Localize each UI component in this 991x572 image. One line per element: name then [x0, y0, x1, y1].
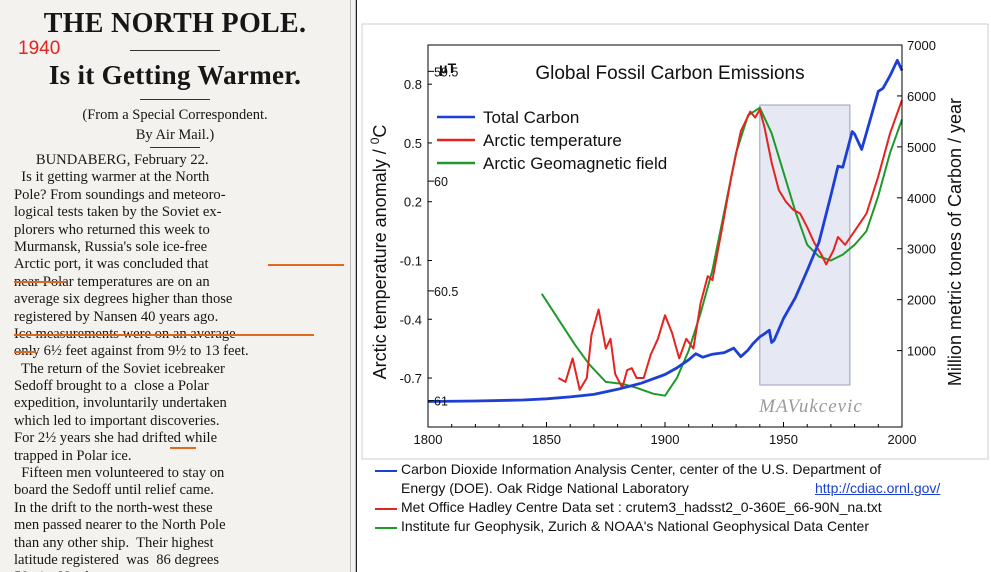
shaded-period: [759, 104, 851, 386]
article-line: Arctic port, it was concluded that: [14, 256, 209, 273]
article-text: BUNDABERG, February 22. Is it getting wa…: [14, 152, 344, 572]
right-tick-label: 6000: [907, 89, 936, 104]
right-tick-label: 5000: [907, 140, 936, 155]
shade-layer: [428, 45, 902, 427]
article-line: near Polar temperatures are on an: [14, 273, 210, 290]
x-tick-label: 1850: [532, 432, 561, 447]
mag-tick-label: 60: [434, 175, 448, 189]
article-line: Sedoff brought to a close a Polar: [14, 378, 209, 395]
mag-unit-label: μT: [439, 60, 457, 76]
clipping-byline-mail: By Air Mail.): [135, 127, 215, 143]
article-line: expedition, involuntarily undertaken: [14, 395, 227, 412]
arctic-temperature-line: [557, 99, 903, 391]
legend-label: Total Carbon: [483, 108, 579, 127]
article-line: than any other ship. Their highest: [14, 534, 214, 551]
x-tick-label: 2000: [888, 432, 917, 447]
legend-label: Arctic Geomagnetic field: [483, 154, 667, 173]
clipping-headline: THE NORTH POLE.: [43, 8, 307, 39]
source-geomagnetic: Institute fur Geophysik, Zurich & NOAA's…: [401, 518, 869, 534]
headline-rule: [130, 50, 220, 51]
article-line: Pole? From soundings and meteoro-: [14, 186, 226, 203]
mag-tick-label: 61: [434, 395, 448, 409]
highlight-arctic: [14, 281, 66, 283]
article-line: men passed nearer to the North Pole: [14, 517, 226, 534]
article-line: plorers who returned this week to: [14, 221, 210, 238]
panel-divider: [350, 0, 356, 572]
year-label: 1940: [18, 38, 61, 59]
right-tick-label: 3000: [907, 242, 936, 257]
x-tick-label: 1800: [414, 432, 443, 447]
clipping-subheadline: Is it Getting Warmer.: [48, 60, 302, 90]
chart-legend: Total Carbon Arctic temperature Arctic Geo…: [437, 108, 667, 173]
series-layer: [427, 58, 904, 403]
highlight-only: [14, 351, 36, 353]
source-temperature: Met Office Hadley Centre Data set : crut…: [401, 499, 882, 515]
right-tick-label: 7000: [907, 38, 936, 53]
article-line: Ice measurements were on an average: [14, 326, 344, 343]
highlight-ice: [170, 447, 196, 449]
axis-layer: 1800 1850 1900 1950 2000 0.8 0.5 0.2 -0.1 -0.4 -0.…: [400, 38, 936, 447]
source-swatch-carbon: [375, 470, 397, 472]
article-line: logical tests taken by the Soviet ex-: [14, 204, 222, 221]
left-axis-label: Arctic temperature anomaly / 0C: [368, 125, 390, 380]
article-line: trapped in Polar ice.: [14, 447, 132, 464]
right-axis-label: Million metric tones of Carbon / year: [945, 98, 965, 386]
byline-rule: [150, 147, 200, 148]
article-line: average six degrees higher than those: [14, 291, 233, 308]
left-tick-label: -0.1: [400, 253, 422, 268]
article-line: latitude registered was 86 degrees: [14, 551, 220, 568]
chart-title: Global Fossil Carbon Emissions: [535, 63, 804, 84]
source-carbon-link[interactable]: http://cdiac.ornl.gov/: [815, 480, 941, 496]
mag-tick-label: 60.5: [434, 285, 458, 299]
article-line: only 6½ feet against from 9½ to 13 feet.: [14, 343, 249, 360]
article-line: For 2½ years she had drifted while: [14, 430, 218, 447]
article-line: Is it getting warmer at the North: [14, 169, 210, 186]
article-line: The return of the Soviet icebreaker: [14, 360, 225, 377]
article-line: BUNDABERG, February 22.: [14, 152, 209, 168]
source-swatch-geomagnetic: [375, 527, 397, 529]
article-line: Murmansk, Russia's sole ice-free: [14, 238, 208, 255]
subheadline-rule: [140, 99, 210, 100]
chart-panel: 1800 1850 1900 1950 2000 0.8 0.5 0.2 -0.1 -0.4 -0.…: [356, 0, 991, 572]
highlight-ice-measurements: [14, 334, 314, 336]
x-tick-label: 1900: [651, 432, 680, 447]
source-carbon-line2: Energy (DOE). Oak Ridge National Laborat…: [401, 480, 689, 496]
left-tick-label: 0.5: [404, 136, 422, 151]
x-tick-label: 1950: [769, 432, 798, 447]
left-tick-label: -0.4: [400, 312, 422, 327]
right-tick-label: 4000: [907, 191, 936, 206]
source-carbon-line1: Carbon Dioxide Information Analysis Cent…: [401, 461, 882, 477]
total-carbon-line: [427, 58, 904, 403]
article-line: 58min. North.: [14, 569, 344, 572]
article-line: registered by Nansen 40 years ago.: [14, 308, 219, 325]
left-tick-label: 0.8: [404, 77, 422, 92]
article-line: In the drift to the north-west these: [14, 499, 213, 516]
chart-svg: 1800 1850 1900 1950 2000 0.8 0.5 0.2 -0.1 -0.4 -0.…: [361, 23, 989, 460]
clipping-byline: (From a Special Correspondent.: [82, 107, 268, 123]
article-line: board the Sedoff until relief came.: [14, 482, 214, 499]
left-tick-label: -0.7: [400, 371, 422, 386]
legend-label: Arctic temperature: [483, 131, 622, 150]
watermark: MAVukcevic: [758, 396, 863, 417]
mag-tick-label: 59.5: [434, 65, 458, 79]
article-line: which led to important discoveries.: [14, 412, 220, 429]
newspaper-clipping: THE NORTH POLE. Is it Getting Warmer. (F…: [0, 0, 350, 572]
right-tick-label: 1000: [907, 344, 936, 359]
article-line: Fifteen men volunteered to stay on: [14, 465, 225, 482]
highlight-ice-free: [268, 264, 344, 266]
right-tick-label: 2000: [907, 293, 936, 308]
left-tick-label: 0.2: [404, 195, 422, 210]
source-swatch-temperature: [375, 508, 397, 510]
